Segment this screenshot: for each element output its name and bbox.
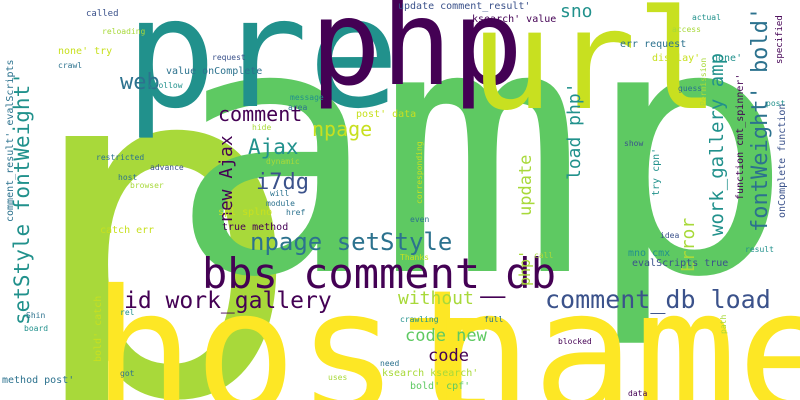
word-blocked: blocked — [558, 337, 592, 346]
word-value-oncomplete: value onComplete — [166, 66, 263, 77]
word-request: request — [212, 53, 246, 62]
word-called: called — [86, 9, 119, 19]
word-err-request: err request — [620, 39, 687, 50]
word-restricted: restricted — [96, 153, 145, 162]
word-guess: guess — [678, 84, 703, 93]
word-dynamic: dynamic — [266, 157, 300, 166]
word-rel: rel — [120, 308, 135, 317]
word-post-data: post' data — [356, 109, 417, 120]
word-got: got — [120, 369, 135, 378]
word-load-php: load php' — [564, 82, 585, 180]
word-need: need — [380, 359, 400, 368]
word-spl-splno: spl splno — [218, 207, 273, 218]
word-true-method: true method — [222, 222, 289, 233]
word-crawl: crawl — [58, 61, 83, 70]
word-data: data — [628, 389, 648, 398]
word-nofollow: nofollow — [144, 81, 183, 90]
word-path: path — [719, 314, 728, 334]
word-board: board — [24, 324, 49, 333]
word-oncomplete-function: onComplete function — [777, 103, 788, 218]
word-comment-db-load: comment_db load — [545, 285, 771, 314]
word-evalscripts-true: evalScripts true — [632, 258, 729, 269]
word-update: update — [516, 154, 536, 216]
word-host-small: host — [118, 173, 138, 182]
word-access: access — [672, 25, 701, 34]
word-bbs-comment-db: bbs comment_db — [202, 249, 557, 298]
word-npage-setstyle: npage setStyle — [250, 228, 453, 256]
word-permission: Permission — [699, 57, 708, 106]
word-module: module — [266, 199, 295, 208]
word-idea: idea — [660, 231, 680, 240]
word-even: even — [410, 215, 430, 224]
word-php: php — [310, 0, 524, 112]
word-show: show — [624, 139, 644, 148]
word-corresponding: corresponding — [415, 141, 424, 204]
word-thanks: Thanks — [400, 253, 429, 262]
word-without: without — [398, 288, 474, 309]
word-code: code — [428, 346, 469, 366]
word-update-comment-result: update comment_result' — [398, 1, 531, 12]
word-none-try: none' try — [58, 46, 113, 57]
word-none: none' — [712, 53, 743, 64]
word-post: post — [766, 99, 786, 108]
word-hide: hide — [252, 123, 272, 132]
word-comment: comment — [218, 102, 303, 126]
word-href: href — [286, 208, 306, 217]
word-name: name — [430, 254, 800, 400]
word-message: message — [290, 93, 324, 102]
word-mno-cmx: mno cmx — [628, 248, 671, 259]
word-p: p — [22, 0, 305, 400]
word-php2: php' — [516, 249, 534, 286]
word-function-cmt-spinner: function cmt_spinner' — [735, 73, 746, 200]
word-full: full — [484, 315, 504, 324]
word-sno: sno — [560, 1, 593, 22]
word-try-cpn: try cpn' — [651, 147, 662, 196]
word-specified: specified — [775, 15, 785, 64]
word-comment-result-evalscripts: comment_result' evalScripts — [5, 59, 16, 222]
word-method-post: method post' — [2, 375, 75, 386]
word-amp: amp — [170, 0, 794, 353]
word-fontweight-bold: fontWeight' bold' — [748, 6, 773, 232]
word-advance: advance — [150, 163, 184, 172]
word-reloading: reloading — [102, 27, 146, 36]
word-id-work-gallery: id work_gallery — [124, 288, 332, 314]
word-display: display' — [652, 53, 701, 64]
word-bold-cpf: bold' cpf' — [410, 381, 471, 392]
word-ajax: Ajax — [248, 135, 299, 159]
word-bold-catch: bold' catch — [93, 295, 104, 362]
word-shin: Shin — [26, 311, 46, 320]
word-code-new: code new — [405, 326, 487, 346]
word-work-gallery-amp: work_gallery amp — [706, 52, 728, 236]
word-call: call — [534, 251, 554, 260]
word-i7dg: i7dg — [256, 170, 309, 195]
word-catch-err: catch err — [100, 225, 155, 236]
word-ksearch-value: ksearch' value — [472, 14, 557, 25]
word-crawling: crawling — [400, 315, 439, 324]
word-will: will — [270, 189, 290, 198]
word-npage: npage — [312, 117, 373, 141]
word-area: area — [288, 103, 308, 112]
word-host: host — [92, 254, 502, 400]
word-result: result — [745, 245, 774, 254]
word-actual: actual — [692, 13, 721, 22]
word-url: url — [470, 0, 720, 141]
word-uses: uses — [328, 373, 348, 382]
word-pre: pre — [125, 0, 400, 142]
word-browser: browser — [130, 181, 164, 190]
word-web: web — [120, 70, 160, 95]
word-ksearch-ksearch: ksearch ksearch' — [382, 368, 479, 379]
